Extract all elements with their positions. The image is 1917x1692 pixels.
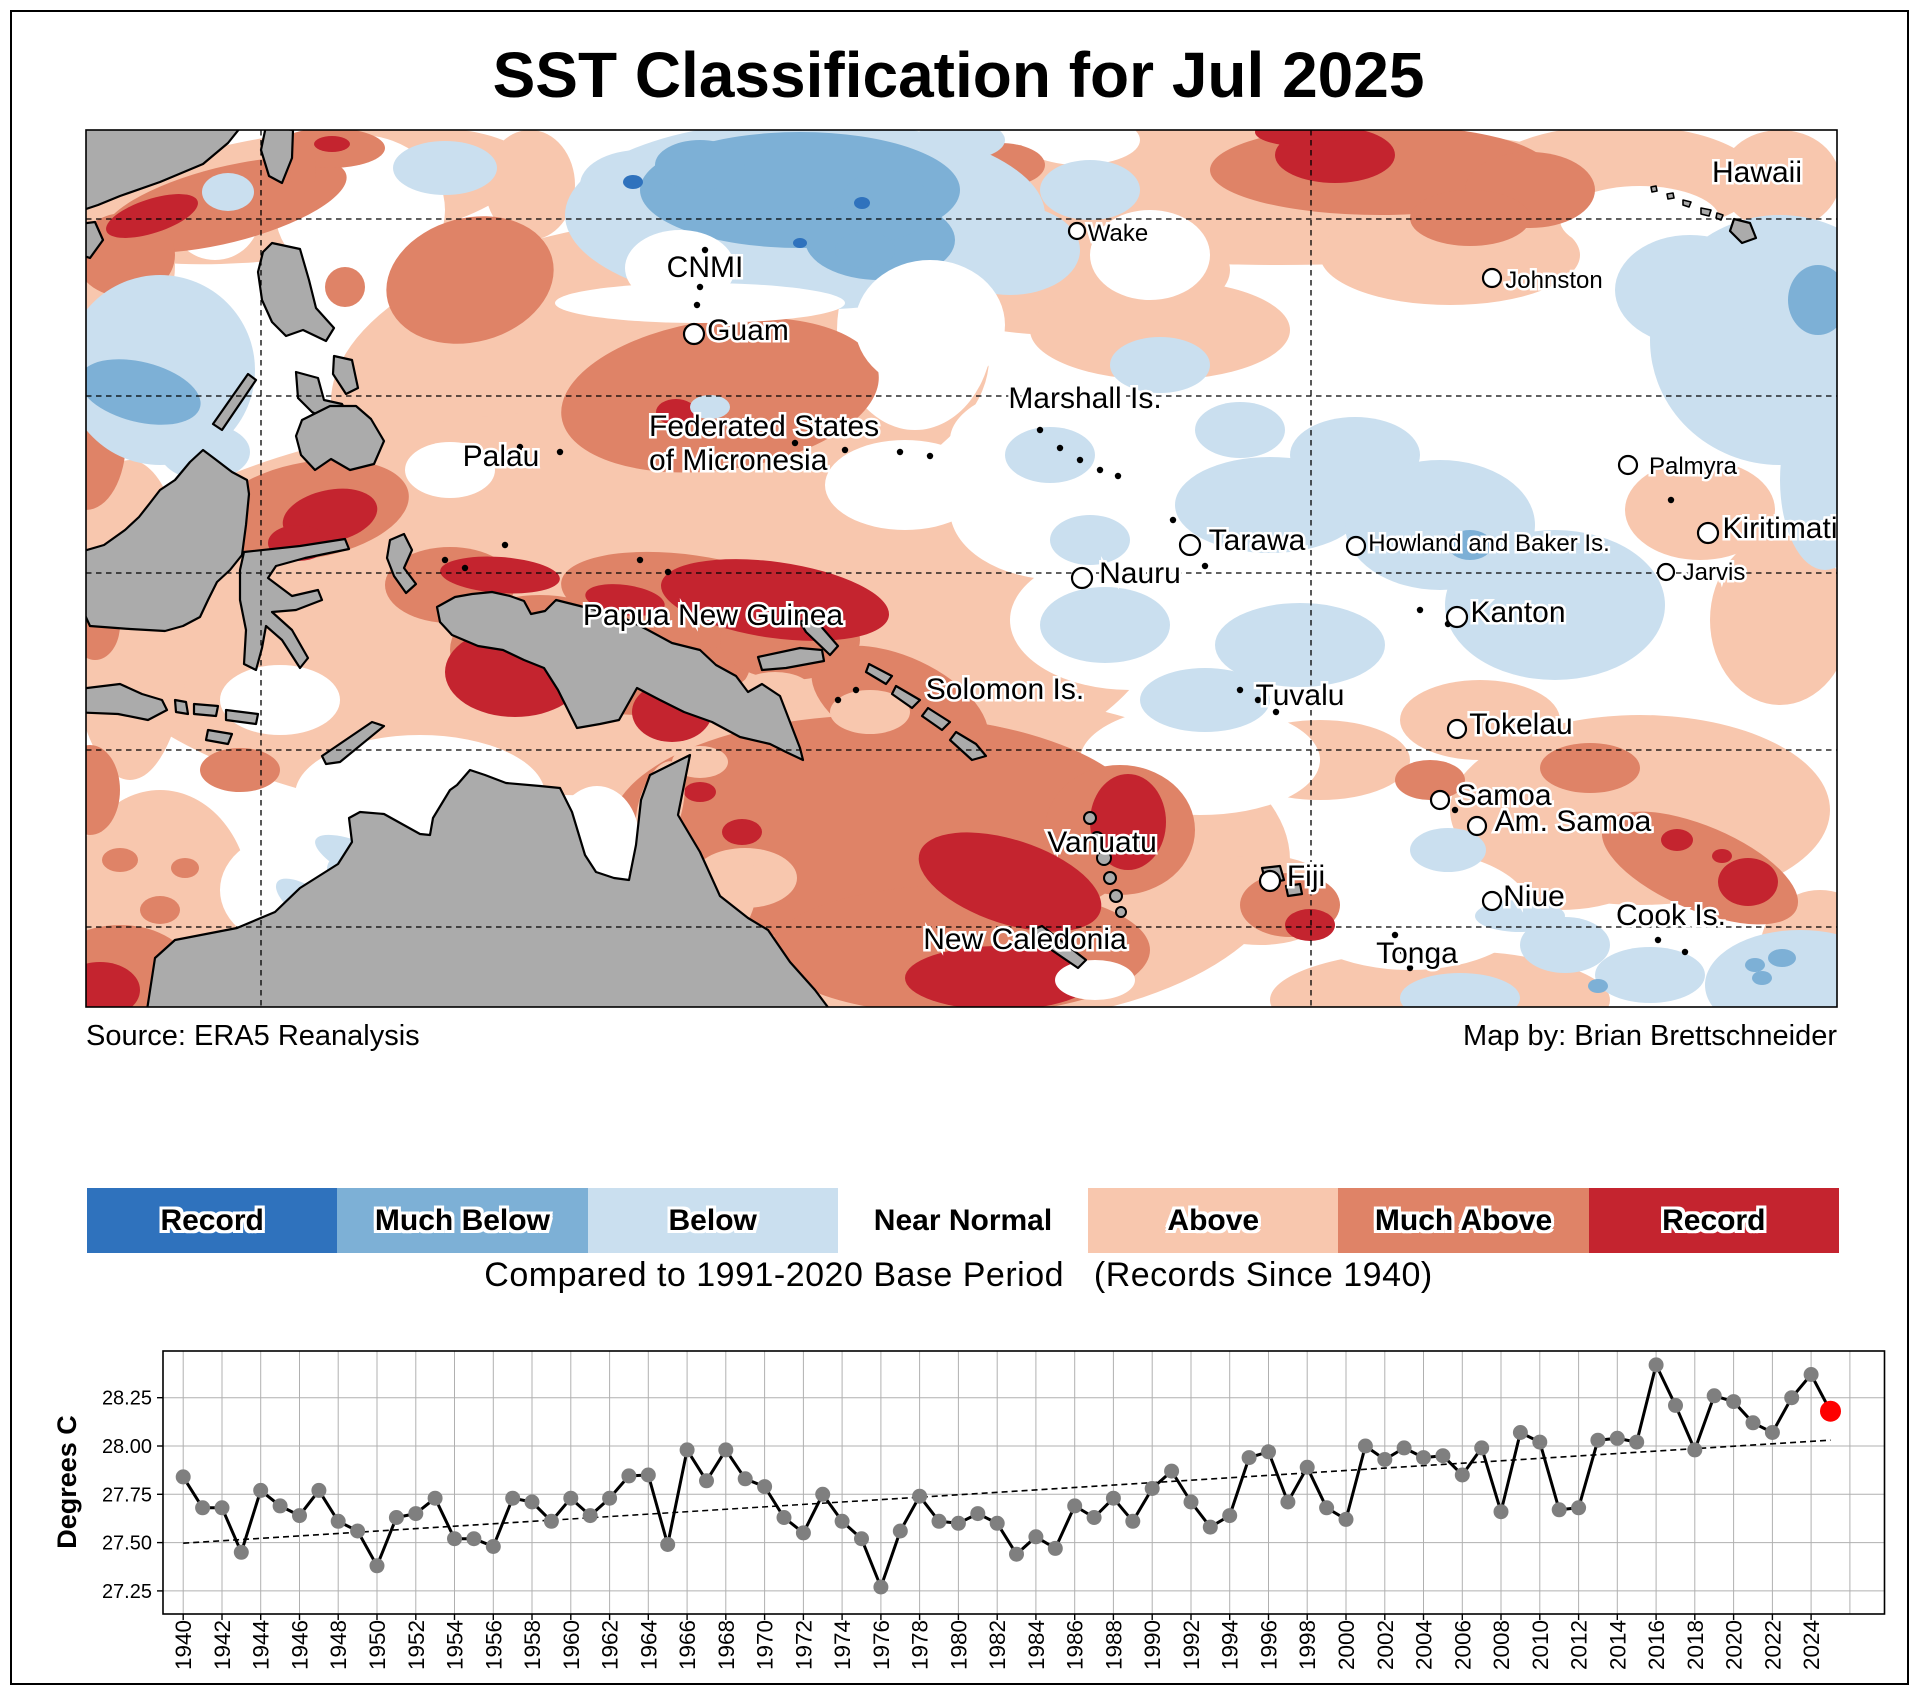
svg-text:2022: 2022 — [1760, 1620, 1785, 1670]
svg-text:Degrees C: Degrees C — [52, 1415, 82, 1549]
svg-text:2024: 2024 — [1799, 1620, 1824, 1670]
svg-text:1948: 1948 — [326, 1620, 351, 1670]
svg-text:Cook Is.: Cook Is. — [1616, 899, 1726, 932]
svg-text:1954: 1954 — [443, 1620, 468, 1670]
svg-text:27.50: 27.50 — [102, 1533, 152, 1555]
svg-text:1988: 1988 — [1101, 1620, 1126, 1670]
svg-text:27.25: 27.25 — [102, 1581, 152, 1603]
svg-text:Palmyra: Palmyra — [1649, 453, 1738, 480]
svg-text:1974: 1974 — [830, 1620, 855, 1670]
svg-text:1998: 1998 — [1295, 1620, 1320, 1670]
svg-text:Vanuatu: Vanuatu — [1047, 826, 1157, 859]
svg-text:1982: 1982 — [985, 1620, 1010, 1670]
svg-text:1972: 1972 — [791, 1620, 816, 1670]
svg-text:1976: 1976 — [869, 1620, 894, 1670]
svg-text:2016: 2016 — [1644, 1620, 1669, 1670]
svg-text:1950: 1950 — [365, 1620, 390, 1670]
svg-text:1958: 1958 — [520, 1620, 545, 1670]
svg-text:Samoa: Samoa — [1456, 779, 1551, 812]
svg-text:Howland and Baker Is.: Howland and Baker Is. — [1368, 530, 1609, 557]
svg-text:1994: 1994 — [1218, 1620, 1243, 1670]
svg-text:2020: 2020 — [1722, 1620, 1747, 1670]
svg-text:Hawaii: Hawaii — [1712, 156, 1802, 189]
svg-text:1996: 1996 — [1257, 1620, 1282, 1670]
svg-text:2002: 2002 — [1373, 1620, 1398, 1670]
svg-text:1978: 1978 — [908, 1620, 933, 1670]
svg-text:Tonga: Tonga — [1376, 937, 1458, 970]
svg-text:Fiji: Fiji — [1287, 860, 1325, 893]
svg-text:Guam: Guam — [707, 314, 789, 347]
svg-text:1940: 1940 — [171, 1620, 196, 1670]
svg-text:Johnston: Johnston — [1505, 267, 1602, 294]
svg-text:1984: 1984 — [1024, 1620, 1049, 1670]
svg-text:2014: 2014 — [1605, 1620, 1630, 1670]
svg-text:2006: 2006 — [1450, 1620, 1475, 1670]
svg-text:Jarvis: Jarvis — [1683, 559, 1746, 586]
svg-text:Wake: Wake — [1088, 220, 1148, 247]
svg-text:1970: 1970 — [753, 1620, 778, 1670]
svg-text:Nauru: Nauru — [1099, 557, 1181, 590]
svg-text:Niue: Niue — [1503, 880, 1565, 913]
svg-text:New Caledonia: New Caledonia — [923, 923, 1127, 956]
svg-text:Am. Samoa: Am. Samoa — [1495, 805, 1652, 838]
svg-text:Tarawa: Tarawa — [1209, 524, 1306, 557]
svg-text:1956: 1956 — [481, 1620, 506, 1670]
svg-text:Marshall Is.: Marshall Is. — [1008, 382, 1161, 415]
svg-text:28.00: 28.00 — [102, 1436, 152, 1458]
svg-text:28.25: 28.25 — [102, 1388, 152, 1410]
svg-text:2004: 2004 — [1412, 1620, 1437, 1670]
svg-text:1986: 1986 — [1063, 1620, 1088, 1670]
svg-text:of Micronesia: of Micronesia — [649, 444, 828, 477]
svg-text:CNMI: CNMI — [667, 251, 744, 284]
svg-text:Solomon Is.: Solomon Is. — [926, 673, 1084, 706]
svg-text:27.75: 27.75 — [102, 1484, 152, 1506]
svg-text:Palau: Palau — [463, 440, 540, 473]
svg-text:2008: 2008 — [1489, 1620, 1514, 1670]
svg-text:2012: 2012 — [1567, 1620, 1592, 1670]
svg-text:1968: 1968 — [714, 1620, 739, 1670]
svg-text:2018: 2018 — [1683, 1620, 1708, 1670]
svg-text:2010: 2010 — [1528, 1620, 1553, 1670]
svg-text:Tokelau: Tokelau — [1469, 708, 1572, 741]
svg-text:1992: 1992 — [1179, 1620, 1204, 1670]
svg-text:1952: 1952 — [404, 1620, 429, 1670]
svg-text:Tuvalu: Tuvalu — [1256, 679, 1345, 712]
svg-text:1962: 1962 — [598, 1620, 623, 1670]
svg-text:1946: 1946 — [288, 1620, 313, 1670]
svg-text:1960: 1960 — [559, 1620, 584, 1670]
svg-text:1980: 1980 — [946, 1620, 971, 1670]
svg-text:Kiritimati: Kiritimati — [1722, 512, 1837, 545]
svg-text:1944: 1944 — [249, 1620, 274, 1670]
svg-text:Federated States: Federated States — [649, 410, 879, 443]
svg-text:1942: 1942 — [210, 1620, 235, 1670]
svg-text:2000: 2000 — [1334, 1620, 1359, 1670]
svg-text:Papua New Guinea: Papua New Guinea — [583, 599, 843, 632]
svg-text:1964: 1964 — [636, 1620, 661, 1670]
svg-text:1990: 1990 — [1140, 1620, 1165, 1670]
svg-text:1966: 1966 — [675, 1620, 700, 1670]
svg-text:Kanton: Kanton — [1470, 596, 1565, 629]
